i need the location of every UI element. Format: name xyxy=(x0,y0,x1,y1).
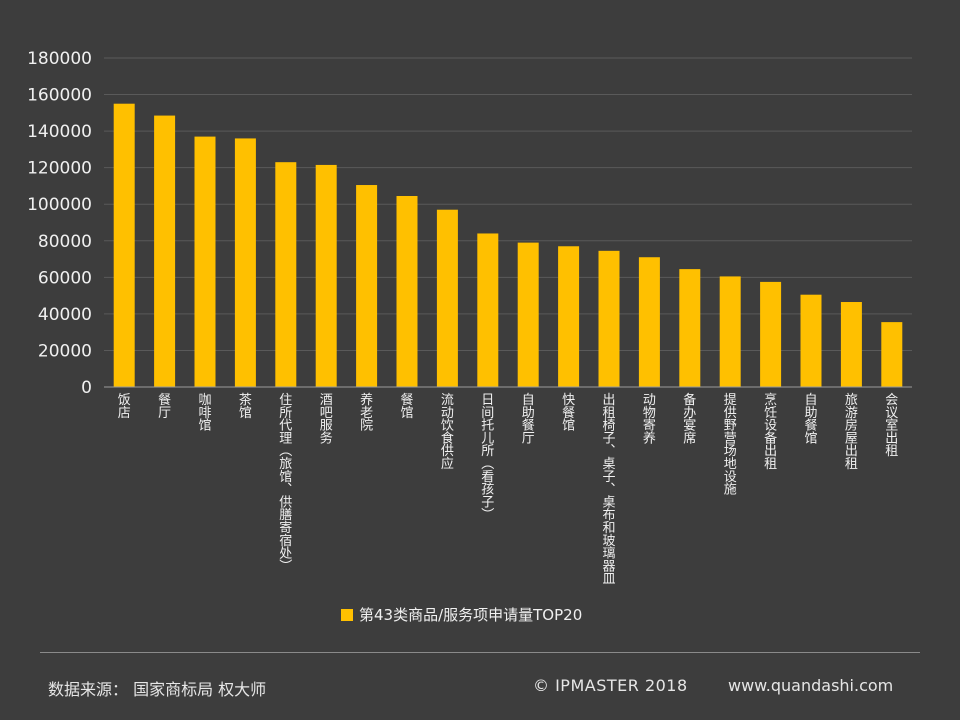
x-tick-label: 备办宴席 xyxy=(683,392,696,446)
legend: 第43类商品/服务项申请量TOP20 xyxy=(341,604,582,625)
x-tick-label: 茶馆 xyxy=(239,392,252,421)
bar xyxy=(113,103,135,387)
bar xyxy=(719,276,741,387)
y-tick-label: 180000 xyxy=(27,49,92,69)
bar xyxy=(679,269,701,387)
x-tick-label: 旅游房屋出租 xyxy=(845,393,858,472)
x-tick-label: 餐厅 xyxy=(158,392,171,421)
bar xyxy=(840,302,862,387)
y-tick-label: 120000 xyxy=(27,159,92,179)
legend-swatch xyxy=(341,608,353,621)
y-tick-label: 60000 xyxy=(38,268,92,288)
bar xyxy=(315,164,337,387)
y-tick-label: 20000 xyxy=(38,341,92,361)
x-tick-label: 养老院 xyxy=(360,392,373,434)
bar xyxy=(154,115,176,387)
x-tick-label: 会议室出租 xyxy=(885,393,898,459)
x-tick-label: 流动饮食供应 xyxy=(441,393,454,472)
y-tick-label: 100000 xyxy=(27,195,92,215)
bar xyxy=(638,257,660,387)
x-tick-label: 出租椅子︑桌子︑桌布和玻璃器皿 xyxy=(602,393,615,587)
bar xyxy=(558,246,580,387)
x-tick-label: 自助餐馆 xyxy=(804,393,817,446)
x-tick-label: 咖啡馆 xyxy=(198,393,211,434)
bar xyxy=(234,138,256,387)
bar xyxy=(598,250,620,387)
bar xyxy=(356,185,378,387)
y-tick-label: 0 xyxy=(81,378,92,398)
x-tick-label: 提供野营场地设施 xyxy=(724,392,737,498)
bar xyxy=(194,136,216,387)
legend-label: 第43类商品/服务项申请量TOP20 xyxy=(359,606,583,624)
copyright-text: © IPMASTER 2018 xyxy=(533,676,688,695)
bar xyxy=(275,162,297,387)
data-source-text: 数据来源： 国家商标局 权大师 xyxy=(48,680,267,699)
x-tick-label: 住所代理︵旅馆︑供膳寄宿处︶ xyxy=(279,393,292,574)
footer-divider xyxy=(40,652,920,653)
x-tick-label: 餐馆 xyxy=(400,392,413,421)
x-tick-label: 烹饪设备出租 xyxy=(764,393,777,472)
gridlines xyxy=(104,57,912,351)
y-tick-label: 140000 xyxy=(27,122,92,142)
y-tick-label: 40000 xyxy=(38,305,92,325)
y-axis-ticks: 180000 160000 140000 120000 100000 80000 60000… xyxy=(27,49,92,398)
bar xyxy=(760,281,782,387)
bars xyxy=(113,103,903,387)
x-tick-label: 动物寄养 xyxy=(643,393,656,446)
x-tick-label: 日间托儿所︵看孩子︶ xyxy=(481,393,494,523)
bar xyxy=(881,322,903,387)
y-tick-label: 80000 xyxy=(38,232,92,252)
x-tick-label: 快餐馆 xyxy=(562,393,575,434)
bar xyxy=(800,294,822,387)
bar xyxy=(517,242,539,387)
bar xyxy=(477,233,499,387)
x-tick-label: 酒吧服务 xyxy=(320,393,333,446)
bar xyxy=(436,209,458,387)
website-text: www.quandashi.com xyxy=(728,676,894,695)
x-tick-label: 自助餐厅 xyxy=(522,393,535,446)
y-tick-label: 160000 xyxy=(27,86,92,106)
bar xyxy=(396,195,418,387)
x-tick-label: 饭店 xyxy=(118,393,131,421)
